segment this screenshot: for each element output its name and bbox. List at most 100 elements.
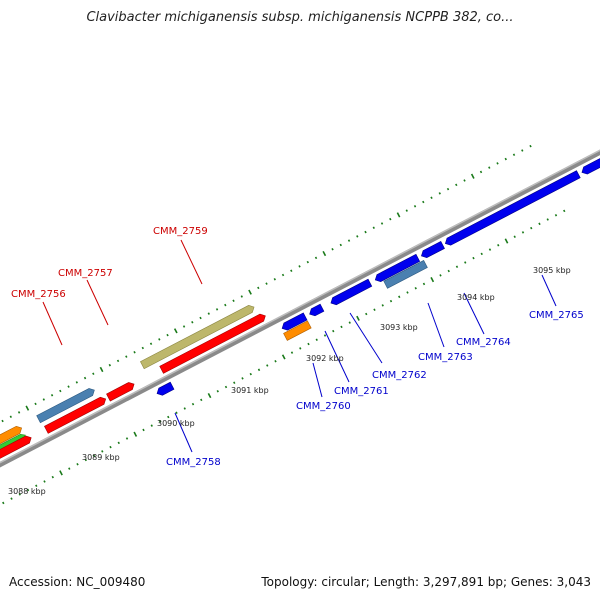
gene-blue-cmm2761[interactable]	[308, 303, 325, 318]
tick-inner-minor	[233, 381, 236, 384]
tick-outer-minor	[133, 351, 136, 354]
tick-outer-major	[173, 328, 178, 334]
gene-khaki-cmm2759[interactable]	[140, 303, 255, 370]
tick-outer-minor	[496, 162, 499, 165]
tick-inner-minor	[389, 299, 393, 303]
tick-outer-minor	[446, 187, 450, 191]
tick-outer-minor	[380, 222, 384, 225]
tick-outer-minor	[306, 260, 309, 264]
connector-cmm2761	[324, 330, 350, 383]
tick-outer-minor	[34, 402, 37, 406]
gene-blue-cmm2758[interactable]	[155, 381, 175, 397]
tick-inner-minor	[497, 244, 500, 247]
tick-outer-major	[470, 173, 475, 179]
gene-red-cmm2756[interactable]	[44, 395, 107, 434]
tick-outer-minor	[108, 363, 111, 367]
tick-outer-minor	[389, 217, 392, 221]
gene-blue-cmm2764[interactable]	[420, 240, 445, 259]
tick-outer-minor	[504, 157, 507, 161]
accession-text: Accession: NC_009480	[9, 575, 146, 589]
tick-inner-minor	[68, 467, 71, 470]
gene-label-cmm2764[interactable]: CMM_2764	[456, 337, 511, 348]
gene-red-cmm2757[interactable]	[106, 381, 136, 402]
tick-inner-major	[281, 354, 286, 360]
gene-label-cmm2765[interactable]: CMM_2765	[529, 310, 584, 321]
tick-inner-minor	[439, 274, 442, 277]
tick-outer-minor	[364, 230, 367, 234]
gene-orange-outer[interactable]	[0, 424, 23, 457]
tick-outer-minor	[512, 153, 516, 157]
gene-label-cmm2758[interactable]: CMM_2758	[166, 457, 221, 468]
tick-outer-minor	[488, 166, 491, 169]
tick-inner-minor	[464, 261, 467, 264]
gene-label-cmm2761[interactable]: CMM_2761	[334, 386, 389, 397]
gene-orange-cmm2760[interactable]	[283, 320, 312, 341]
connector-cmm2757	[86, 279, 109, 326]
gene-label-cmm2760[interactable]: CMM_2760	[296, 401, 351, 412]
tick-inner-minor	[18, 493, 21, 496]
tick-outer-minor	[331, 247, 334, 251]
tick-inner-minor	[10, 497, 13, 500]
kbp-label: 3094 kbp	[457, 293, 495, 302]
gene-label-cmm2757[interactable]: CMM_2757	[58, 268, 113, 279]
tick-outer-minor	[207, 312, 210, 315]
tick-inner-minor	[84, 458, 87, 462]
gene-blue-cmm2762[interactable]	[329, 278, 373, 306]
tick-outer-minor	[298, 265, 301, 268]
genome-backbone	[0, 73, 600, 540]
tick-inner-minor	[92, 454, 96, 457]
tick-inner-minor	[200, 398, 203, 402]
gene-blue-cmm2763a[interactable]	[373, 253, 421, 283]
tick-inner-minor	[447, 269, 450, 273]
gene-label-cmm2759[interactable]: CMM_2759	[153, 226, 208, 237]
connector-cmm2758	[174, 412, 193, 453]
tick-inner-minor	[224, 385, 228, 389]
kbp-label: 3088 kbp	[8, 487, 46, 496]
tick-outer-major	[396, 212, 401, 218]
connector-cmm2763	[427, 302, 445, 348]
gene-blue-cmm2760a[interactable]	[280, 312, 308, 332]
tick-outer-minor	[59, 389, 62, 393]
gene-blue-cmm2765[interactable]	[443, 170, 581, 247]
tick-outer-minor	[75, 381, 78, 384]
kbp-label: 3093 kbp	[380, 323, 418, 332]
tick-inner-minor	[216, 390, 219, 393]
gene-red-long[interactable]	[159, 312, 267, 374]
tick-outer-minor	[199, 316, 202, 320]
gene-label-cmm2763[interactable]: CMM_2763	[418, 352, 473, 363]
tick-inner-major	[59, 470, 63, 476]
connector-cmm2765	[541, 274, 557, 307]
gene-steel-cmm2763[interactable]	[383, 260, 428, 289]
tick-outer-minor	[182, 325, 186, 328]
tick-outer-major	[99, 366, 104, 373]
tick-inner-minor	[35, 484, 38, 488]
tick-outer-minor	[50, 393, 54, 397]
gene-steel-outer[interactable]	[36, 387, 97, 424]
tick-inner-minor	[249, 372, 252, 376]
tick-row-outer	[1, 144, 532, 423]
tick-row-inner	[2, 209, 566, 505]
tick-inner-minor	[398, 295, 401, 299]
kbp-label: 3090 kbp	[157, 419, 195, 428]
tick-outer-minor	[430, 196, 433, 199]
tick-inner-minor	[315, 338, 318, 342]
tick-outer-minor	[240, 295, 243, 298]
tick-outer-minor	[356, 235, 359, 238]
tick-inner-minor	[290, 351, 294, 354]
gene-red-1[interactable]	[0, 434, 33, 469]
tick-outer-minor	[529, 144, 532, 148]
tick-outer-minor	[83, 376, 87, 380]
tick-outer-minor	[149, 342, 153, 345]
kbp-scale-labels: 3088 kbp 3089 kbp 3090 kbp 3091 kbp 3092…	[8, 266, 571, 496]
tick-inner-minor	[554, 213, 558, 217]
tick-inner-minor	[191, 402, 195, 406]
tick-inner-minor	[422, 282, 426, 286]
gene-label-cmm2762[interactable]: CMM_2762	[372, 370, 427, 381]
gene-blue-edge[interactable]	[580, 154, 600, 176]
tick-inner-minor	[183, 407, 186, 410]
tick-inner-minor	[480, 252, 483, 256]
tick-inner-minor	[101, 450, 104, 453]
map-title: Clavibacter michiganensis subsp. michiga…	[86, 10, 514, 25]
tick-inner-major	[504, 238, 509, 244]
gene-label-cmm2756[interactable]: CMM_2756	[11, 289, 66, 300]
